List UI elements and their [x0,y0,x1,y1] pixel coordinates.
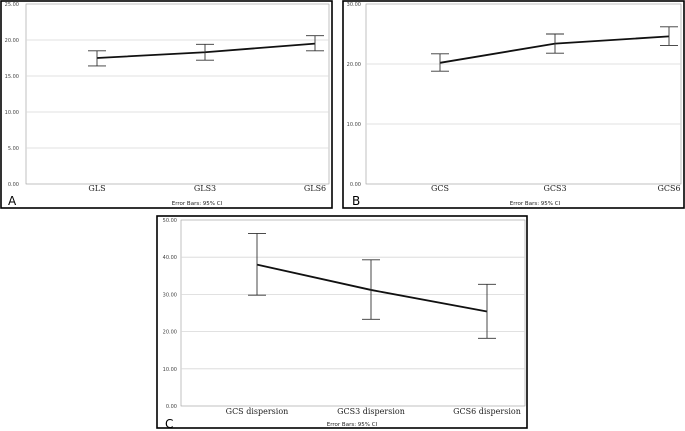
x-category-label: GCS6 dispersion [453,407,521,416]
y-tick-label: 25.00 [5,2,19,8]
y-tick-label: 20.00 [5,38,19,44]
y-tick-label: 10.00 [5,110,19,116]
panel-frame [342,0,685,209]
mean-line [256,263,488,313]
y-tick-label: 10.00 [163,367,177,373]
x-category-label: GCS dispersion [226,407,289,416]
plot-area [365,3,682,185]
x-category-label: GLS3 [194,184,216,193]
y-tick-label: 0.00 [350,182,361,188]
y-tick-label: 10.00 [347,122,361,128]
mean-line [96,42,316,59]
x-category-label: GCS6 [657,184,680,193]
panel-label: C [165,417,173,431]
panel-frame [0,0,333,209]
y-tick-label: 0.00 [8,182,19,188]
y-tick-label: 20.00 [347,62,361,68]
y-tick-label: 20.00 [163,330,177,336]
error-bars-note: Error Bars: 95% CI [172,201,223,207]
panel-label: B [352,194,360,208]
y-tick-label: 40.00 [163,255,177,261]
x-category-label: GCS3 [543,184,566,193]
x-category-label: GCS [431,184,449,193]
mean-line [439,35,670,64]
plot-area [180,219,526,407]
error-bars-note: Error Bars: 95% CI [327,422,378,428]
panel-label: A [8,194,17,208]
y-tick-label: 30.00 [347,2,361,8]
x-category-label: GCS3 dispersion [337,407,405,416]
y-tick-label: 50.00 [163,218,177,224]
y-tick-label: 30.00 [163,292,177,298]
y-tick-label: 5.00 [8,146,19,152]
x-category-label: GLS6 [304,184,326,193]
x-category-label: GLS [88,184,105,193]
error-bars-note: Error Bars: 95% CI [510,201,561,207]
plot-area [25,3,330,185]
y-tick-label: 0.00 [166,404,177,410]
panel-frame [156,215,528,429]
y-tick-label: 15.00 [5,74,19,80]
